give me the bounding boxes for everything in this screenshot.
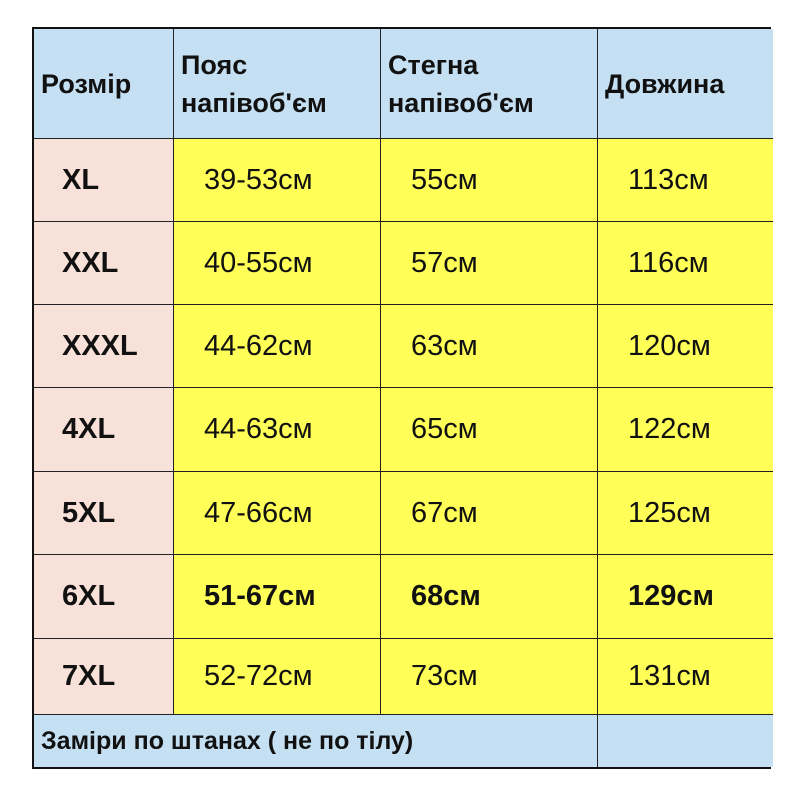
length-value: 120см xyxy=(628,329,711,362)
cell-size: XL xyxy=(34,139,174,222)
hips-value: 65см xyxy=(411,413,478,445)
cell-length: 113см xyxy=(598,139,773,222)
cell-hips: 63см xyxy=(381,305,598,388)
cell-hips: 68см xyxy=(381,555,598,639)
header-hips: Стегна напівоб'єм xyxy=(381,29,598,139)
hips-value: 63см xyxy=(411,329,478,362)
cell-size: XXXL xyxy=(34,305,174,388)
waist-value: 44-62см xyxy=(204,329,313,362)
cell-waist: 40-55см xyxy=(174,222,381,305)
footer-empty-cell xyxy=(598,715,773,767)
waist-value: 51-67см xyxy=(204,580,316,612)
length-value: 116см xyxy=(628,246,709,279)
cell-size: 4XL xyxy=(34,388,174,472)
footer-note: Заміри по штанах ( не по тілу) xyxy=(34,715,598,767)
size-value: 4XL xyxy=(62,413,116,445)
length-value: 129см xyxy=(628,580,714,612)
cell-length: 125см xyxy=(598,472,773,555)
cell-hips: 67см xyxy=(381,472,598,555)
waist-value: 40-55см xyxy=(204,246,313,279)
cell-waist: 47-66см xyxy=(174,472,381,555)
cell-length: 120см xyxy=(598,305,773,388)
cell-size: 7XL xyxy=(34,639,174,715)
hips-value: 67см xyxy=(411,496,478,529)
hips-value: 68см xyxy=(411,580,481,612)
waist-value: 44-63см xyxy=(204,413,313,445)
length-value: 131см xyxy=(628,660,711,692)
cell-hips: 65см xyxy=(381,388,598,472)
size-value: 7XL xyxy=(62,660,116,692)
cell-waist: 51-67см xyxy=(174,555,381,639)
header-hips-line2: напівоб'єм xyxy=(388,87,534,118)
length-value: 122см xyxy=(628,413,711,445)
header-waist-line1: Пояс xyxy=(181,49,248,80)
header-size: Розмір xyxy=(34,29,174,139)
cell-waist: 52-72см xyxy=(174,639,381,715)
waist-value: 52-72см xyxy=(204,660,313,692)
size-value: XL xyxy=(62,163,100,196)
cell-hips: 73см xyxy=(381,639,598,715)
waist-value: 47-66см xyxy=(204,496,313,529)
cell-length: 122см xyxy=(598,388,773,472)
header-hips-line1: Стегна xyxy=(388,49,479,80)
size-value: 6XL xyxy=(62,580,116,612)
size-chart-table: Розмір Пояс напівоб'єм Стегна напівоб'єм Д… xyxy=(32,27,773,769)
header-size-label: Розмір xyxy=(41,68,132,99)
header-waist: Пояс напівоб'єм xyxy=(174,29,381,139)
cell-waist: 44-63см xyxy=(174,388,381,472)
cell-hips: 55см xyxy=(381,139,598,222)
header-length-label: Довжина xyxy=(605,68,725,99)
hips-value: 57см xyxy=(411,246,478,279)
header-length: Довжина xyxy=(598,29,773,139)
header-waist-line2: напівоб'єм xyxy=(181,87,327,118)
size-value: 5XL xyxy=(62,496,116,529)
cell-length: 116см xyxy=(598,222,773,305)
cell-waist: 44-62см xyxy=(174,305,381,388)
size-value: XXXL xyxy=(62,329,138,362)
hips-value: 73см xyxy=(411,660,478,692)
cell-waist: 39-53см xyxy=(174,139,381,222)
cell-size: 5XL xyxy=(34,472,174,555)
length-value: 125см xyxy=(628,496,711,529)
cell-length: 129см xyxy=(598,555,773,639)
hips-value: 55см xyxy=(411,163,478,196)
cell-length: 131см xyxy=(598,639,773,715)
waist-value: 39-53см xyxy=(204,163,313,196)
length-value: 113см xyxy=(628,163,709,196)
size-value: XXL xyxy=(62,246,119,279)
cell-hips: 57см xyxy=(381,222,598,305)
cell-size: 6XL xyxy=(34,555,174,639)
cell-size: XXL xyxy=(34,222,174,305)
